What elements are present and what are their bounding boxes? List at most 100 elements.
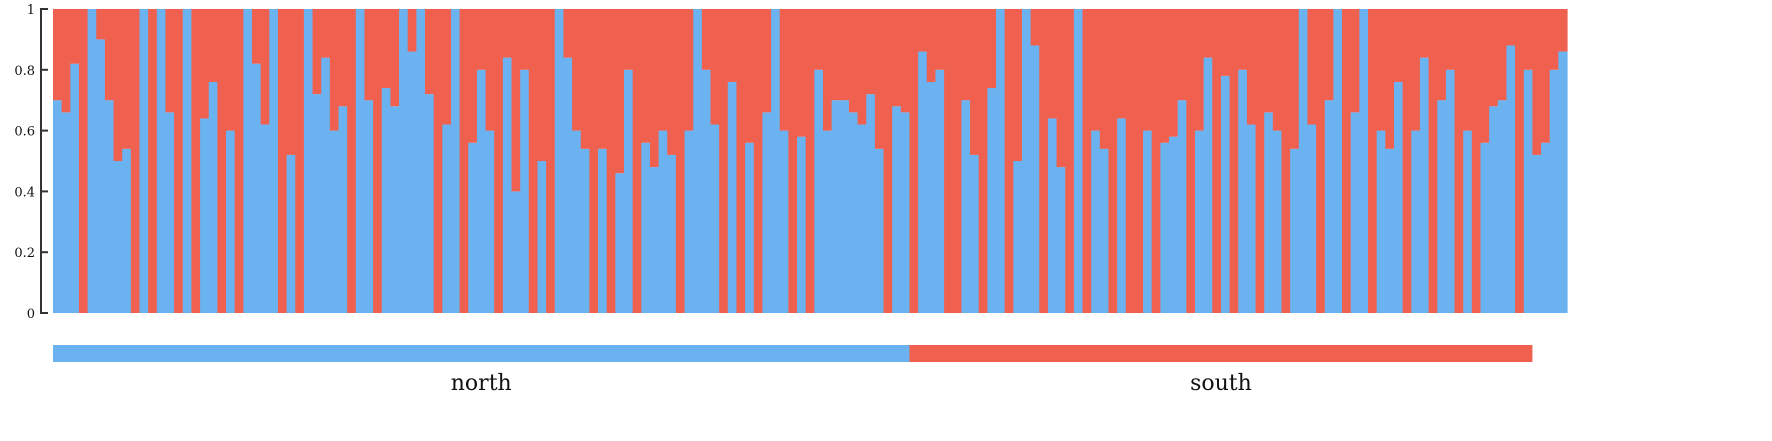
bar-58-cluster-1	[554, 9, 565, 313]
bar-15-cluster-1	[182, 9, 193, 313]
bar-104-cluster-2	[952, 9, 962, 313]
bar-47-cluster-2	[459, 9, 469, 313]
bar-25-cluster-1	[269, 9, 279, 313]
bar-48-cluster-2	[468, 9, 478, 143]
bar-166-cluster-2	[1489, 9, 1499, 107]
bar-156-cluster-2	[1402, 9, 1412, 313]
bar-23-cluster-1	[251, 63, 262, 313]
bar-139-cluster-2	[1255, 9, 1265, 313]
bar-56-cluster-1	[537, 161, 547, 313]
bar-48-cluster-1	[468, 142, 478, 313]
bar-44-cluster-2	[433, 9, 443, 313]
bar-18-cluster-1	[208, 81, 218, 314]
bar-101-cluster-1	[926, 81, 937, 314]
bar-21-cluster-2	[234, 9, 244, 313]
bar-5-cluster-1	[96, 39, 106, 314]
bar-59-cluster-2	[563, 9, 573, 58]
bar-90-cluster-1	[831, 100, 841, 313]
bar-0-cluster-2	[53, 9, 63, 101]
bar-129-cluster-1	[1169, 136, 1179, 313]
bar-106-cluster-1	[970, 154, 980, 313]
bar-8-cluster-1	[122, 148, 132, 313]
bar-73-cluster-1	[684, 130, 694, 313]
bar-171-cluster-2	[1532, 9, 1542, 155]
bar-131-cluster-2	[1186, 9, 1196, 313]
bar-29-cluster-1	[303, 9, 314, 313]
bar-13-cluster-1	[165, 112, 175, 313]
bar-19-cluster-2	[217, 9, 227, 313]
y-tick-label: 0.2	[14, 246, 35, 261]
bar-54-cluster-2	[520, 9, 530, 70]
bar-33-cluster-1	[338, 106, 348, 313]
bar-41-cluster-1	[407, 51, 417, 314]
bar-158-cluster-1	[1419, 57, 1430, 313]
bar-23-cluster-2	[251, 9, 262, 64]
bar-6-cluster-2	[104, 9, 115, 101]
bar-69-cluster-2	[649, 9, 660, 168]
bars-layer	[53, 9, 1568, 314]
bar-7-cluster-2	[113, 9, 123, 161]
bar-105-cluster-2	[961, 9, 971, 101]
bar-76-cluster-2	[710, 9, 720, 125]
bar-130-cluster-2	[1177, 9, 1187, 101]
bar-145-cluster-1	[1307, 124, 1317, 314]
bar-78-cluster-2	[727, 9, 738, 82]
bar-39-cluster-2	[390, 9, 400, 107]
bar-88-cluster-2	[814, 9, 824, 70]
bar-129-cluster-2	[1169, 9, 1179, 137]
bar-133-cluster-2	[1203, 9, 1213, 58]
bar-53-cluster-2	[511, 9, 521, 192]
bar-171-cluster-1	[1532, 154, 1542, 313]
bar-138-cluster-1	[1246, 124, 1257, 314]
bar-40-cluster-1	[399, 9, 409, 313]
bar-77-cluster-2	[719, 9, 729, 313]
bar-127-cluster-2	[1151, 9, 1161, 313]
bar-91-cluster-1	[840, 100, 850, 313]
bar-69-cluster-1	[649, 167, 660, 313]
bar-82-cluster-1	[762, 112, 772, 313]
bar-63-cluster-1	[598, 148, 608, 313]
bar-52-cluster-2	[502, 9, 513, 58]
bar-153-cluster-2	[1376, 9, 1386, 131]
bar-173-cluster-1	[1549, 69, 1559, 313]
bar-148-cluster-1	[1333, 9, 1343, 313]
bar-57-cluster-2	[546, 9, 556, 313]
bar-75-cluster-2	[701, 9, 712, 70]
bar-165-cluster-1	[1480, 142, 1490, 313]
bar-20-cluster-2	[226, 9, 236, 131]
bar-45-cluster-1	[442, 124, 452, 314]
bar-66-cluster-1	[623, 69, 634, 313]
bar-120-cluster-1	[1091, 130, 1101, 313]
bar-71-cluster-2	[667, 9, 677, 155]
bar-83-cluster-1	[771, 9, 781, 313]
y-tick-label: 0.4	[14, 185, 35, 200]
bar-71-cluster-1	[667, 154, 677, 313]
bar-135-cluster-1	[1220, 75, 1231, 313]
bar-67-cluster-2	[632, 9, 642, 313]
bar-86-cluster-2	[797, 9, 807, 137]
bar-113-cluster-1	[1030, 45, 1040, 313]
bar-50-cluster-1	[485, 130, 495, 313]
bar-61-cluster-1	[580, 148, 590, 313]
bar-108-cluster-2	[987, 9, 997, 89]
bar-167-cluster-1	[1497, 100, 1508, 313]
bar-141-cluster-1	[1272, 130, 1283, 313]
bar-99-cluster-2	[909, 9, 919, 313]
bar-37-cluster-2	[373, 9, 383, 313]
bar-157-cluster-1	[1411, 130, 1421, 313]
bar-85-cluster-2	[788, 9, 798, 313]
bar-147-cluster-2	[1324, 9, 1335, 101]
bar-56-cluster-2	[537, 9, 547, 161]
bar-130-cluster-1	[1177, 100, 1187, 313]
bar-102-cluster-2	[935, 9, 945, 70]
bar-133-cluster-1	[1203, 57, 1213, 313]
bar-167-cluster-2	[1497, 9, 1508, 101]
bar-18-cluster-2	[208, 9, 218, 82]
bar-45-cluster-2	[442, 9, 452, 125]
bar-122-cluster-2	[1108, 9, 1118, 313]
bar-128-cluster-1	[1160, 142, 1170, 313]
bar-52-cluster-1	[502, 57, 513, 313]
bar-14-cluster-2	[174, 9, 184, 313]
